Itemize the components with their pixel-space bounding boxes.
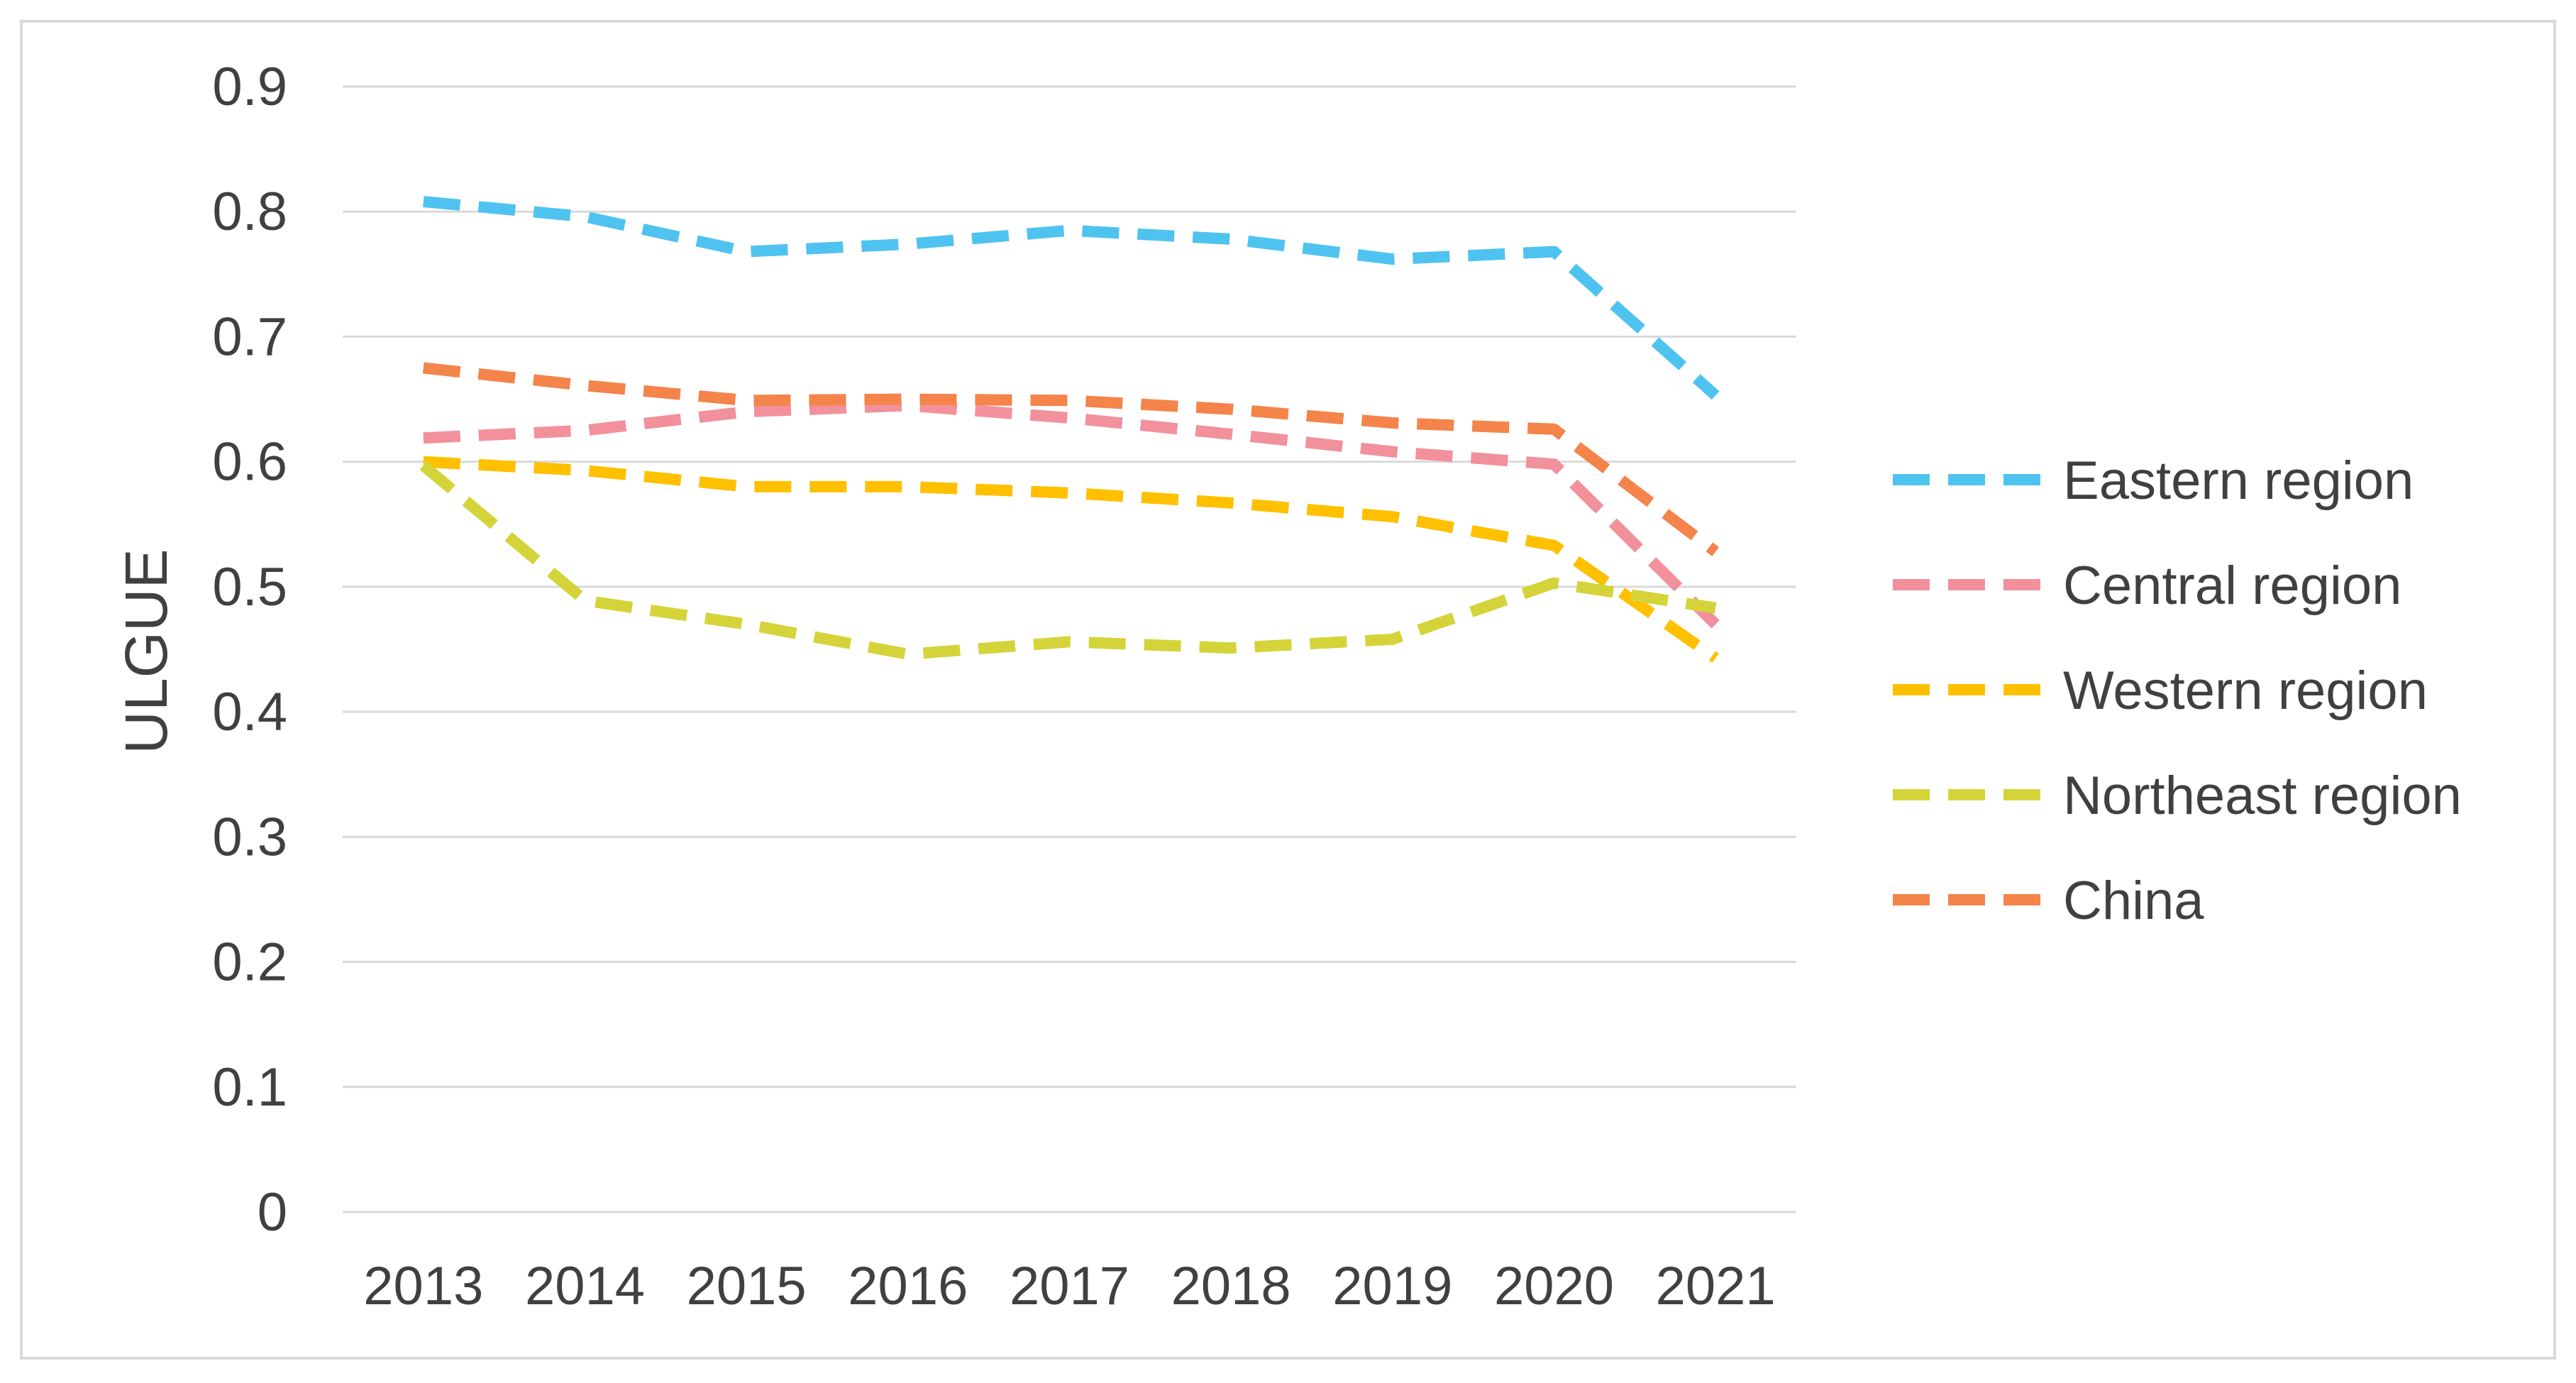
y-tick-label: 0.1 [212,1057,287,1118]
chart-border [20,20,2556,1360]
legend-label: Eastern region [2063,451,2414,511]
legend-label: Central region [2063,556,2401,616]
x-tick-label: 2013 [363,1256,483,1316]
y-tick-label: 0.2 [212,932,287,993]
y-tick-label: 0.4 [212,682,287,742]
x-tick-label: 2020 [1494,1256,1614,1316]
x-tick-label: 2015 [687,1256,807,1316]
y-tick-label: 0 [258,1182,287,1243]
y-tick-label: 0.3 [212,807,287,867]
y-tick-label: 0.7 [212,307,287,367]
x-tick-label: 2014 [525,1256,645,1316]
y-axis-title: ULGUE [113,549,179,754]
x-tick-label: 2018 [1171,1256,1291,1316]
series-line-central-region [423,400,1720,629]
y-tick-label: 0.5 [212,557,287,617]
y-tick-label: 0.6 [212,432,287,492]
legend-label: Northeast region [2063,766,2462,826]
x-tick-label: 2021 [1656,1256,1776,1316]
x-axis-ticks: 2013 2014 2015 2016 2017 2018 2019 2020 2021 [363,1256,1775,1316]
series-line-western-region [423,456,1719,663]
series-lines [419,196,1720,663]
y-axis-ticks: 0 0.1 0.2 0.3 0.4 0.5 0.6 0.7 0.8 0.9 [212,57,287,1243]
series-line-northeast-region [419,461,1717,660]
series-line-eastern-region [423,196,1720,400]
legend: Eastern region Central region Western regi… [1893,451,2462,931]
x-tick-label: 2016 [848,1256,968,1316]
x-tick-label: 2017 [1010,1256,1129,1316]
y-tick-label: 0.9 [212,57,287,117]
series-line-china [422,362,1720,556]
y-tick-label: 0.8 [212,182,287,242]
x-tick-label: 2019 [1332,1256,1452,1316]
legend-label: Western region [2063,661,2428,721]
legend-label: China [2063,871,2204,931]
